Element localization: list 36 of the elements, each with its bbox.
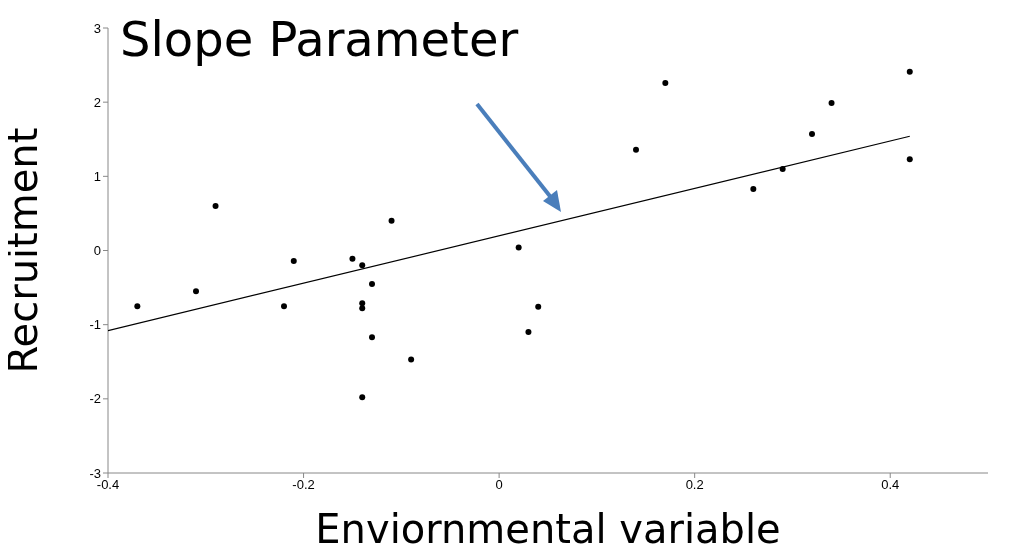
y-tick-label: 3	[93, 20, 101, 36]
point	[369, 280, 375, 287]
point	[290, 257, 297, 264]
point	[408, 356, 415, 363]
annotation: Slope Parameter	[120, 8, 519, 70]
point	[359, 262, 366, 269]
point	[662, 79, 669, 86]
point	[369, 334, 375, 341]
y-tick-label: -2	[89, 391, 101, 407]
point	[906, 68, 913, 75]
point	[281, 303, 287, 310]
point	[809, 131, 815, 138]
y-tick-label: -1	[89, 317, 101, 333]
point	[359, 305, 366, 312]
y-tick-label: 0	[93, 243, 101, 259]
point	[633, 146, 639, 153]
point	[193, 288, 199, 295]
x-tick-label: 0	[495, 477, 503, 493]
point	[349, 255, 356, 262]
point	[134, 303, 141, 310]
point	[535, 303, 542, 310]
point	[359, 394, 366, 401]
point	[212, 203, 219, 209]
point	[515, 244, 522, 251]
x-tick-label: 0.2	[685, 477, 704, 493]
point	[525, 329, 532, 336]
x-axis-title: Enviornmental variable	[315, 506, 781, 552]
x-tick-label: -0.2	[292, 477, 315, 493]
x-tick-label: 0.4	[881, 477, 900, 493]
y-tick-label: 2	[93, 94, 101, 110]
point	[388, 217, 395, 224]
point	[828, 99, 835, 106]
y-tick-label: 1	[93, 168, 101, 184]
point	[750, 185, 757, 192]
point	[359, 300, 366, 307]
point	[906, 156, 913, 163]
